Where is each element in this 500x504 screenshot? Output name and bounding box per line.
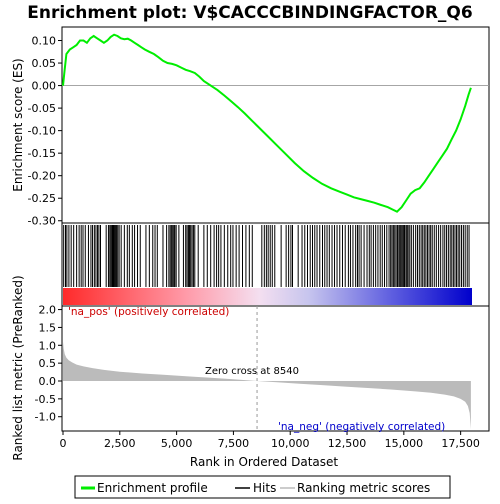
metric-y-tick-label: 1.5 [39, 321, 57, 334]
es-y-axis: -0.30 -0.25 -0.20 -0.15 -0.10 -0.05 0.00 0.05 0.… [28, 35, 62, 228]
x-tick-label: 12,500 [328, 437, 367, 450]
x-axis-label: Rank in Ordered Dataset [190, 455, 338, 469]
es-y-label: Enrichment score (ES) [11, 58, 25, 191]
es-y-tick-label: -0.30 [28, 215, 56, 228]
metric-panel-frame [61, 305, 490, 432]
hit-markers [63, 225, 470, 287]
es-y-tick-label: -0.10 [28, 125, 56, 138]
es-panel-frame [61, 26, 490, 224]
x-axis: 0 2,500 5,000 7,500 10,000 12,500 15,000 17,500 [60, 431, 480, 450]
metric-y-tick-label: -0.5 [35, 393, 56, 406]
es-y-tick-label: -0.25 [28, 192, 56, 205]
ranked-colorbar [63, 288, 472, 305]
legend-enrichment-label: Enrichment profile [97, 481, 208, 495]
x-tick-label: 15,000 [385, 437, 424, 450]
x-tick-label: 2,500 [104, 437, 136, 450]
es-y-tick-label: 0.00 [32, 80, 57, 93]
na-neg-label: 'na_neg' (negatively correlated) [278, 421, 445, 433]
x-tick-label: 5,000 [161, 437, 193, 450]
metric-y-axis: -1.0 -0.5 0.0 0.5 1.0 1.5 2.0 [35, 304, 62, 424]
enrichment-profile-line [62, 33, 472, 213]
es-y-tick-label: -0.15 [28, 147, 56, 160]
metric-y-tick-label: 0.0 [39, 375, 57, 388]
es-y-tick-label: -0.20 [28, 170, 56, 183]
es-y-tick-label: -0.05 [28, 102, 56, 115]
metric-y-label: Ranked list metric (PreRanked) [11, 275, 25, 460]
metric-y-tick-label: 0.5 [39, 357, 57, 370]
x-tick-label: 0 [60, 437, 67, 450]
na-pos-label: 'na_pos' (positively correlated) [68, 306, 229, 318]
ranking-metric-area [63, 341, 471, 430]
x-tick-label: 17,500 [441, 437, 480, 450]
x-tick-label: 7,500 [218, 437, 250, 450]
chart-title: Enrichment plot: V$CACCCBINDINGFACTOR_Q6 [27, 3, 472, 23]
x-tick-label: 10,000 [271, 437, 310, 450]
metric-y-tick-label: 1.0 [39, 339, 57, 352]
metric-y-tick-label: 2.0 [39, 304, 57, 317]
es-y-tick-label: 0.10 [32, 35, 57, 48]
legend-metric-label: Ranking metric scores [297, 481, 430, 495]
legend-hits-label: Hits [253, 481, 276, 495]
metric-y-tick-label: -1.0 [35, 411, 56, 424]
es-y-tick-label: 0.05 [32, 57, 57, 70]
zero-cross-label: Zero cross at 8540 [205, 366, 299, 377]
legend-box [74, 475, 451, 499]
